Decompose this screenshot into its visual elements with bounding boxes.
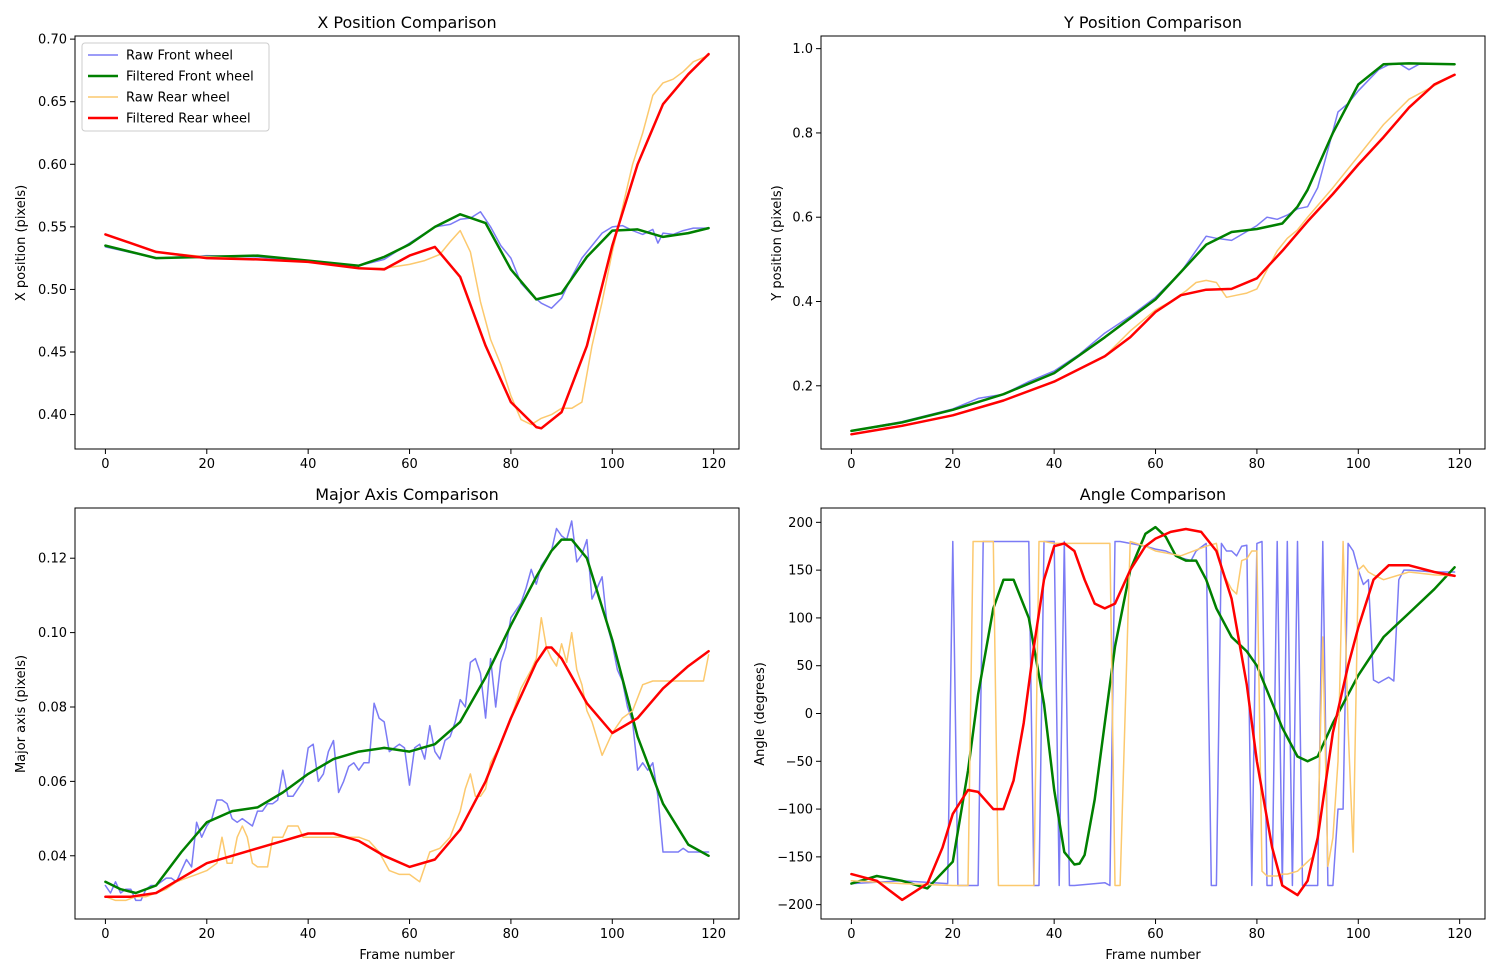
angle-panel: Angle Comparison Angle (degrees) Frame n…: [753, 485, 1486, 963]
x-tick-label: 0: [101, 927, 109, 942]
y-tick-label: 0.45: [38, 346, 67, 361]
series-line-filtered-front-wheel: [104, 538, 710, 895]
series-line-raw-rear-wheel: [104, 616, 710, 902]
axes-frame: [820, 35, 1486, 450]
y-tick-label: 0.55: [38, 220, 67, 235]
axes-frame: [74, 35, 740, 450]
y-position-title: Y Position Comparison: [1063, 13, 1242, 32]
x-tick-label: 20: [945, 927, 962, 942]
y-tick-label: 1.0: [792, 42, 813, 57]
angle-title: Angle Comparison: [1080, 485, 1226, 504]
y-tick-label: 0.8: [792, 126, 813, 141]
x-tick-label: 20: [199, 927, 216, 942]
y-tick-label: 0.06: [38, 775, 67, 790]
angle-plot-area: 0 20 40 60 80 100 120 −200 −150 −100 −50 0 50 100 150 2…: [777, 507, 1486, 942]
y-tick-label: −150: [777, 850, 813, 865]
x-tick-label: 0: [847, 927, 855, 942]
x-tick-label: 100: [1346, 927, 1371, 942]
x-tick-label: 60: [1147, 457, 1164, 472]
angle-xlabel: Frame number: [1105, 948, 1201, 963]
series-line-filtered-front-wheel: [850, 62, 1456, 433]
x-tick-label: 0: [847, 457, 855, 472]
series-line-filtered-rear-wheel: [104, 646, 710, 898]
y-tick-label: 0: [805, 707, 813, 722]
major-axis-xlabel: Frame number: [359, 948, 455, 963]
x-tick-label: 80: [503, 457, 520, 472]
series-group: [104, 520, 710, 902]
y-tick-label: 0.2: [792, 379, 813, 394]
x-tick-label: 40: [300, 927, 317, 942]
legend-label-filtered-front: Filtered Front wheel: [126, 70, 254, 85]
x-tick-label: 20: [945, 457, 962, 472]
y-tick-label: −100: [777, 803, 813, 818]
series-group: [104, 52, 710, 430]
series-line-filtered-rear-wheel: [850, 527, 1456, 902]
y-tick-label: 0.10: [38, 626, 67, 641]
y-position-plot-area: 0 20 40 60 80 100 120 0.2 0.4 0.6 0.8 1.0: [792, 35, 1486, 472]
x-tick-label: 120: [701, 457, 726, 472]
x-tick-label: 80: [1249, 927, 1266, 942]
x-tick-label: 120: [1447, 457, 1472, 472]
y-tick-label: 0.65: [38, 95, 67, 110]
x-tick-label: 60: [401, 927, 418, 942]
y-tick-label: 0.12: [38, 552, 67, 567]
x-position-panel: X Position Comparison X position (pixels…: [14, 13, 740, 472]
x-position-ylabel: X position (pixels): [14, 185, 29, 301]
y-tick-label: −50: [786, 755, 813, 770]
y-tick-label: 0.6: [792, 211, 813, 226]
angle-ylabel: Angle (degrees): [753, 662, 768, 766]
y-tick-label: 200: [788, 516, 813, 531]
major-axis-ylabel: Major axis (pixels): [14, 655, 29, 773]
x-tick-label: 40: [1046, 927, 1063, 942]
major-axis-title: Major Axis Comparison: [315, 485, 499, 504]
axes-frame: [74, 507, 740, 920]
y-tick-label: 0.04: [38, 849, 67, 864]
y-tick-label: 50: [796, 659, 813, 674]
x-tick-label: 60: [1147, 927, 1164, 942]
legend: Raw Front wheel Filtered Front wheel Raw…: [81, 42, 270, 132]
legend-box: [81, 42, 270, 132]
x-tick-label: 100: [1346, 457, 1371, 472]
legend-label-raw-rear: Raw Rear wheel: [126, 91, 230, 106]
x-tick-label: 100: [600, 927, 625, 942]
x-tick-label: 80: [1249, 457, 1266, 472]
y-tick-label: 100: [788, 611, 813, 626]
series-line-raw-front-wheel: [850, 62, 1456, 432]
x-tick-label: 100: [600, 457, 625, 472]
x-tick-label: 0: [101, 457, 109, 472]
series-line-filtered-front-wheel: [850, 525, 1456, 890]
y-tick-label: 0.08: [38, 700, 67, 715]
x-tick-label: 120: [1447, 927, 1472, 942]
x-tick-label: 40: [1046, 457, 1063, 472]
series-line-filtered-front-wheel: [104, 213, 710, 301]
x-tick-label: 20: [199, 457, 216, 472]
series-line-filtered-rear-wheel: [850, 73, 1456, 436]
y-position-ylabel: Y position (pixels): [770, 185, 785, 301]
y-tick-label: 0.4: [792, 295, 813, 310]
series-line-raw-front-wheel: [850, 540, 1456, 887]
y-tick-label: 0.70: [38, 33, 67, 48]
x-position-plot-area: 0 20 40 60 80 100 120 0.40 0.45 0.50 0.55 0.60 0.65 0…: [38, 33, 740, 472]
series-group: [850, 525, 1456, 902]
y-tick-label: 0.50: [38, 283, 67, 298]
x-tick-label: 120: [701, 927, 726, 942]
series-group: [850, 62, 1456, 436]
legend-label-filtered-rear: Filtered Rear wheel: [126, 112, 251, 127]
x-position-title: X Position Comparison: [317, 13, 496, 32]
major-axis-panel: Major Axis Comparison Major axis (pixels…: [14, 485, 740, 963]
x-tick-label: 80: [503, 927, 520, 942]
major-axis-plot-area: 0 20 40 60 80 100 120 0.04 0.06 0.08 0.10 0.12: [38, 507, 740, 942]
y-tick-label: 0.60: [38, 158, 67, 173]
series-line-raw-rear-wheel: [850, 540, 1456, 887]
y-position-panel: Y Position Comparison Y position (pixels…: [770, 13, 1486, 472]
series-line-filtered-rear-wheel: [104, 52, 710, 430]
x-tick-label: 60: [401, 457, 418, 472]
y-tick-label: 150: [788, 564, 813, 579]
y-tick-label: 0.40: [38, 408, 67, 423]
legend-label-raw-front: Raw Front wheel: [126, 49, 233, 64]
x-tick-label: 40: [300, 457, 317, 472]
y-tick-label: −200: [777, 898, 813, 913]
